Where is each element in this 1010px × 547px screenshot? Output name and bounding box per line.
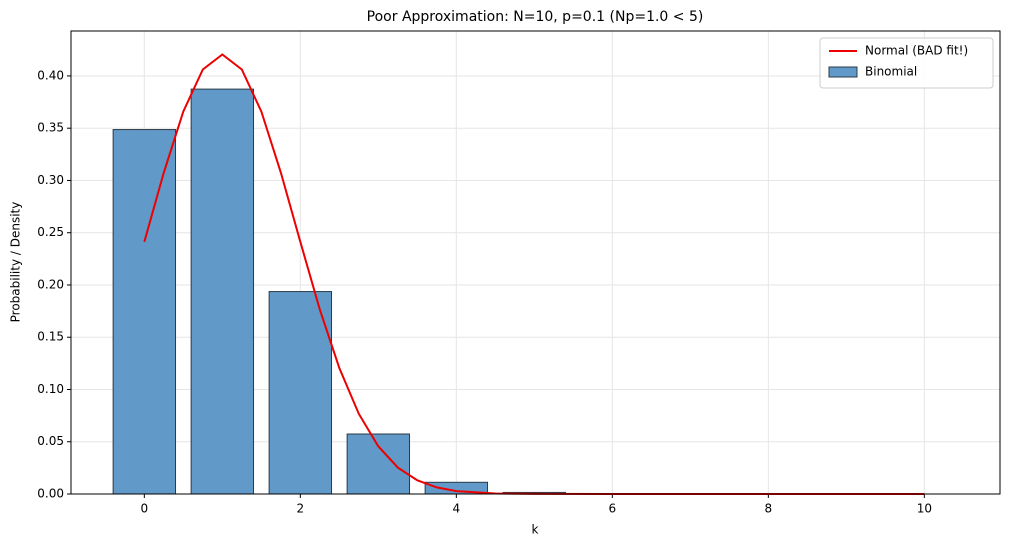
line: [143, 53, 925, 495]
chart-title: Poor Approximation: N=10, p=0.1 (Np=1.0 …: [367, 9, 704, 25]
y-tick-label: 0.20: [37, 277, 64, 291]
legend: Normal (BAD fit!) Binomial: [819, 37, 994, 89]
y-tick-label: 0.40: [37, 68, 64, 82]
x-axis-label: k: [532, 523, 539, 537]
bar: [112, 129, 177, 495]
plot-frame: [70, 30, 1001, 495]
y-tick-label: 0.05: [37, 434, 64, 448]
y-tick-label: 0.10: [37, 382, 64, 396]
x-tick-label: 8: [765, 502, 773, 516]
legend-label: Binomial: [865, 65, 917, 79]
legend-box: [819, 37, 994, 89]
y-tick-label: 0.15: [37, 330, 64, 344]
bar: [190, 88, 255, 495]
x-tick-label: 2: [297, 502, 305, 516]
legend-label: Normal (BAD fit!): [865, 44, 968, 58]
y-axis-label: Probability / Density: [9, 202, 23, 323]
bar: [268, 291, 333, 495]
x-tick-label: 0: [141, 502, 149, 516]
y-tick-label: 0.00: [37, 487, 64, 501]
legend-swatch: [828, 66, 858, 78]
bar: [346, 433, 411, 495]
x-tick-label: 10: [917, 502, 932, 516]
y-tick-label: 0.35: [37, 121, 64, 135]
x-tick-label: 4: [453, 502, 461, 516]
y-tick-label: 0.25: [37, 225, 64, 239]
x-tick-label: 6: [609, 502, 617, 516]
y-tick-label: 0.30: [37, 173, 64, 187]
